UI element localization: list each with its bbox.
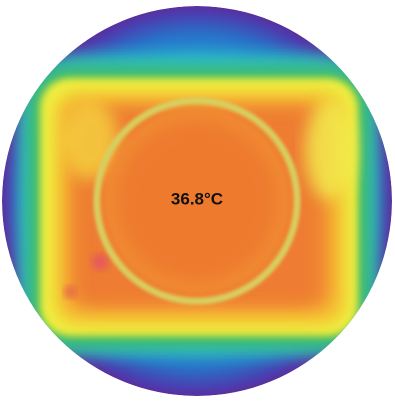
thermal-image: 36.8°C <box>0 0 395 402</box>
temperature-label: 36.8°C <box>171 189 223 208</box>
